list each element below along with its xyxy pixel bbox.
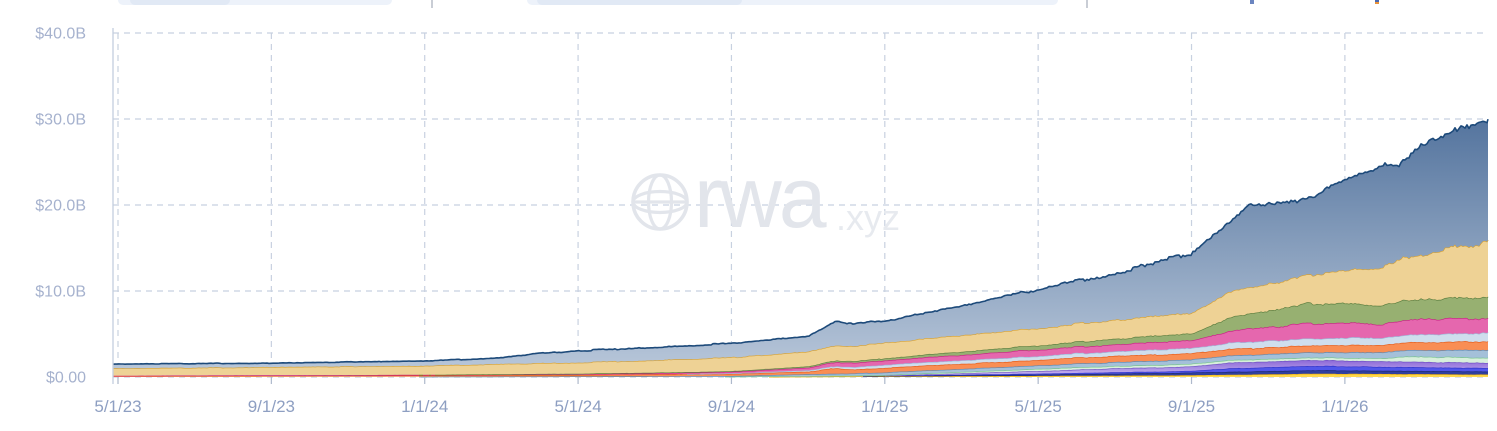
watermark-brand: rwa [694,150,827,246]
area-series-navy[interactable] [113,370,1488,377]
clipped-top-divider [431,0,433,8]
x-tick-label: 5/1/25 [1015,397,1062,416]
watermark-suffix: .xyz [836,197,900,238]
y-tick-label: $0.00 [46,370,86,387]
axes: $0.00 $10.0B $20.0B $30.0B $40.0B 5/1/23 9/1/2… [35,26,1368,417]
clipped-top-mark-2 [1375,0,1379,4]
clipped-top-control-2[interactable] [527,0,1058,5]
y-tick-label: $30.0B [35,112,86,129]
area-series-green[interactable] [113,296,1488,376]
x-tick-label: 5/1/24 [554,397,601,416]
x-tick-label: 1/1/26 [1321,397,1368,416]
area-series-yellow[interactable] [113,373,1488,377]
clipped-top-mark [1250,0,1254,4]
clipped-top-divider-2 [1086,0,1088,8]
x-tick-label: 1/1/25 [861,397,908,416]
x-tick-label: 9/1/24 [708,397,755,416]
y-tick-label: $40.0B [35,26,86,43]
area-series-big-blue[interactable] [113,119,1488,369]
x-tick-label: 9/1/23 [248,397,295,416]
globe-icon-parallel [631,189,689,215]
watermark: rwa .xyz [631,150,900,246]
x-tick-label: 1/1/24 [401,397,448,416]
x-tick-label: 9/1/25 [1168,397,1215,416]
y-tick-label: $10.0B [35,284,86,301]
clipped-top-control-2-segment[interactable] [537,0,742,5]
area-series-group[interactable] [112,118,1489,378]
x-tick-label: 5/1/23 [94,397,141,416]
area-series-gold[interactable] [113,239,1488,376]
area-series-magenta[interactable] [113,317,1488,376]
clipped-top-control[interactable] [118,0,392,5]
y-tick-label: $20.0B [35,198,86,215]
line-series-big-blue [112,118,1489,365]
clipped-top-control-segment[interactable] [130,0,230,5]
